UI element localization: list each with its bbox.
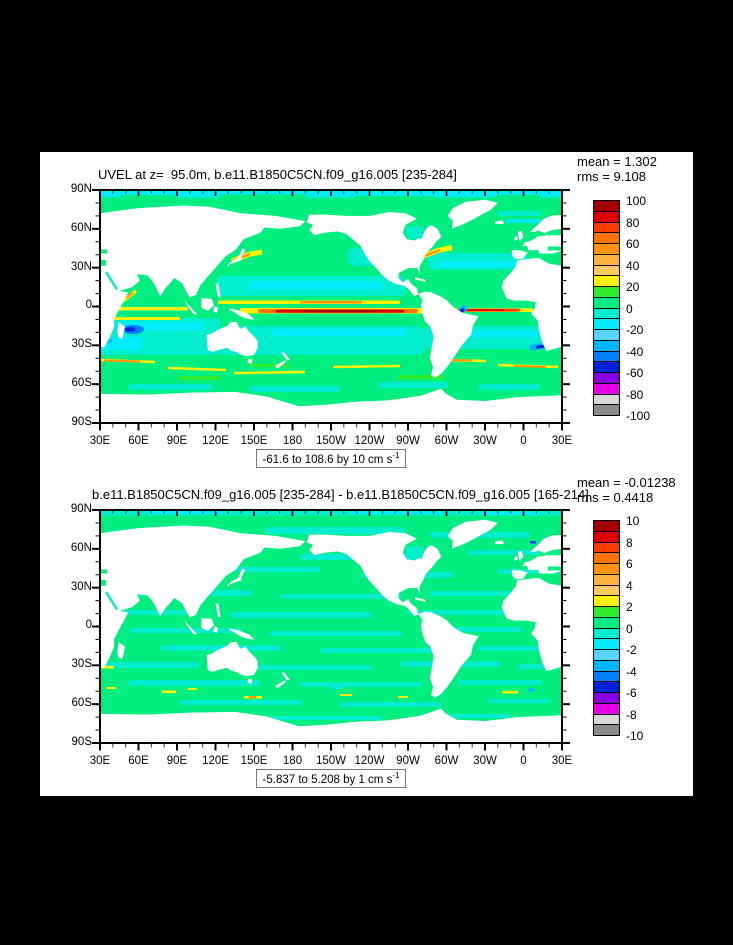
colorbar-label: 60: [626, 237, 640, 251]
mean-value: mean = 1.302: [577, 154, 657, 169]
mean-value: mean = -0.01238: [577, 475, 676, 490]
colorbar-label: 20: [626, 280, 640, 294]
colorbar-label: 0: [626, 621, 633, 636]
x-axis-label: 30W: [473, 755, 497, 767]
y-axis-label: 90N: [70, 503, 92, 515]
axis-ticks: [92, 509, 570, 751]
plot-uvel-diff: b.e11.B1850C5CN.f09_g16.005 [235-284] - …: [40, 472, 693, 794]
rms-value: rms = 0.4418: [577, 490, 654, 505]
y-axis-label: 30N: [70, 260, 92, 273]
colorbar-label: 10: [626, 514, 640, 528]
x-axis-label: 120W: [354, 435, 385, 447]
colorbar-label: -8: [626, 707, 637, 722]
y-axis-label: 60N: [70, 541, 92, 554]
colorbar-label: -60: [626, 366, 644, 380]
plot-title: UVEL at z= 95.0m, b.e11.B1850C5CN.f09_g1…: [98, 167, 457, 182]
colorbar-label: 8: [626, 535, 633, 550]
colorbar-label: -20: [626, 323, 644, 337]
x-axis-label: 90W: [396, 435, 420, 447]
y-axis-label: 60N: [70, 221, 92, 234]
y-axis-label: 30S: [71, 658, 92, 671]
map-top: [92, 189, 570, 431]
x-axis-label: 30E: [89, 435, 111, 447]
x-axis-label: 180: [282, 435, 303, 447]
y-axis-label: 90N: [70, 183, 92, 195]
colorbar-box: [593, 724, 620, 736]
plot-panel: UVEL at z= 95.0m, b.e11.B1850C5CN.f09_g1…: [40, 152, 693, 796]
x-axis-label: 180: [282, 755, 303, 767]
x-axis-label: 30E: [551, 435, 573, 447]
plot-title: b.e11.B1850C5CN.f09_g16.005 [235-284] - …: [92, 487, 589, 502]
x-axis-label: 30E: [551, 755, 573, 767]
x-axis-label: 150W: [315, 435, 347, 447]
map-top-art: [100, 190, 562, 423]
y-axis-label: 90S: [71, 415, 92, 428]
colorbar-box: [593, 404, 620, 416]
y-axis-label: 30S: [71, 338, 92, 351]
colorbar-label: 6: [626, 557, 633, 571]
colorbar-label: 4: [626, 578, 633, 593]
x-axis-label: 30E: [89, 755, 111, 767]
colorbar-label: 40: [626, 258, 640, 273]
contour-range-caption: -5.837 to 5.208 by 1 cm s-1: [100, 769, 562, 788]
y-axis-label: 60S: [71, 697, 92, 710]
plot-uvel: UVEL at z= 95.0m, b.e11.B1850C5CN.f09_g1…: [40, 152, 693, 474]
y-axis-label: 90S: [71, 735, 92, 748]
x-axis-label: 0: [520, 435, 527, 447]
colorbar-label: -100: [626, 409, 651, 423]
colorbar-label: 2: [626, 600, 633, 614]
stats-block: mean = -0.01238 rms = 0.4418: [577, 475, 676, 505]
axis-ticks: [92, 189, 570, 431]
x-axis-label: 90E: [166, 755, 188, 767]
x-axis-label: 60E: [128, 435, 149, 447]
colorbar-label: 0: [626, 301, 633, 316]
y-axis-label: 0: [85, 299, 92, 312]
colorbar-label: -4: [626, 664, 637, 679]
x-axis-label: 120E: [202, 755, 229, 767]
contour-range-caption: -61.6 to 108.6 by 10 cm s-1: [100, 449, 562, 468]
stats-block: mean = 1.302 rms = 9.108: [577, 154, 657, 184]
x-axis-label: 60E: [128, 755, 149, 767]
x-axis-label: 120E: [202, 435, 229, 447]
map-bottom-art: [100, 510, 562, 743]
x-axis-label: 150E: [240, 435, 268, 447]
x-axis-label: 150W: [315, 755, 347, 767]
x-axis-label: 60W: [434, 435, 459, 447]
colorbar-label: -40: [626, 344, 644, 359]
x-axis-label: 0: [520, 755, 527, 767]
colorbar-label: 80: [626, 215, 640, 230]
x-axis-label: 30W: [473, 435, 497, 447]
colorbar-label: -10: [626, 729, 644, 743]
colorbar-label: -6: [626, 686, 637, 700]
colorbar-label: -80: [626, 387, 644, 402]
rms-value: rms = 9.108: [577, 169, 647, 184]
map-bottom: [92, 509, 570, 751]
colorbar-label: 100: [626, 194, 647, 208]
y-axis-label: 0: [85, 619, 92, 632]
y-axis-label: 60S: [71, 377, 92, 390]
x-axis-label: 150E: [240, 755, 268, 767]
x-axis-label: 60W: [434, 755, 459, 767]
colorbar-label: -2: [626, 643, 637, 657]
x-axis-label: 90W: [396, 755, 420, 767]
x-axis-label: 120W: [354, 755, 385, 767]
y-axis-label: 30N: [70, 580, 92, 593]
x-axis-label: 90E: [166, 435, 188, 447]
